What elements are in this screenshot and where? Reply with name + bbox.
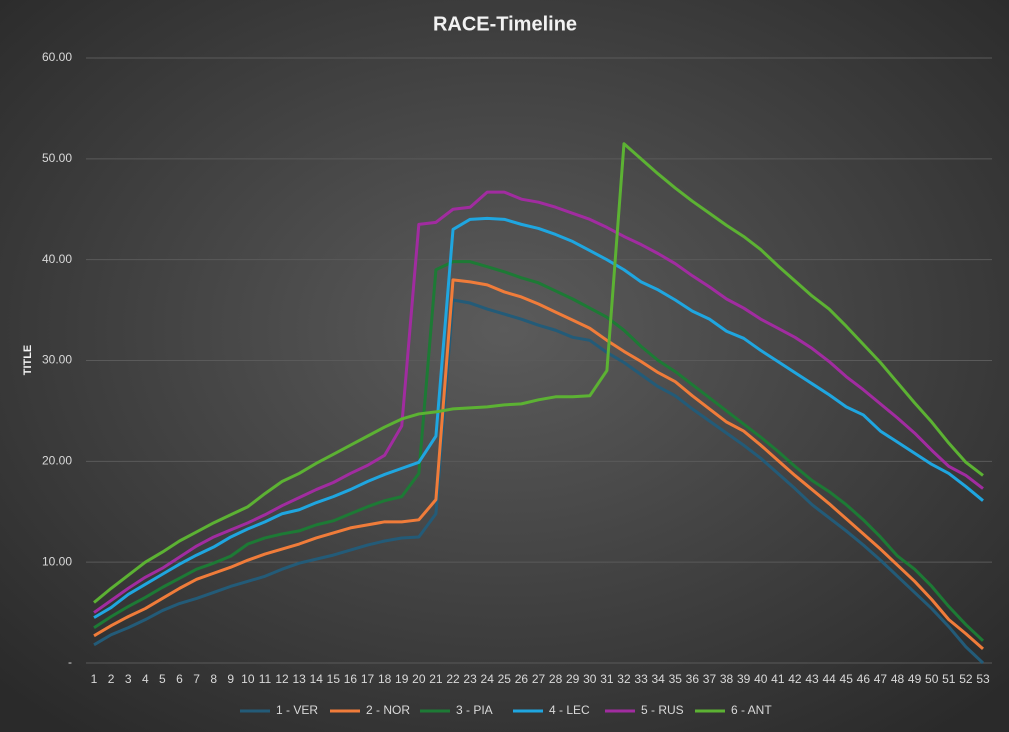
x-tick-label: 34 [651,672,665,686]
x-tick-label: 22 [446,672,460,686]
x-tick-label: 15 [327,672,341,686]
line-series [93,278,984,651]
x-tick-label: 36 [686,672,700,686]
x-tick-label: 35 [669,672,683,686]
x-tick-label: 19 [395,672,409,686]
x-tick-label: 4 [142,672,149,686]
line-series [93,216,984,619]
x-tick-label: 52 [959,672,973,686]
x-tick-label: 31 [600,672,614,686]
y-tick-label: 10.00 [42,554,72,568]
x-tick-label: 37 [703,672,717,686]
y-tick-label: 20.00 [42,454,72,468]
legend-label: 5 - RUS [641,703,684,717]
legend-label: 2 - NOR [366,703,410,717]
x-tick-label: 29 [566,672,580,686]
x-tick-label: 18 [378,672,392,686]
x-tick-label: 53 [976,672,990,686]
chart-title: RACE-Timeline [433,13,577,35]
x-tick-label: 17 [361,672,375,686]
legend-label: 1 - VER [276,703,318,717]
x-tick-label: 50 [925,672,939,686]
y-axis-label: TITLE [22,345,34,376]
x-tick-label: 43 [805,672,819,686]
x-tick-label: 20 [412,672,426,686]
x-tick-label: 21 [429,672,443,686]
x-tick-label: 12 [275,672,289,686]
x-tick-label: 13 [292,672,306,686]
x-tick-label: 28 [549,672,563,686]
line-series [93,190,984,614]
x-tick-label: 39 [737,672,751,686]
x-tick-label: 27 [532,672,546,686]
x-tick-label: 14 [310,672,324,686]
line-series [93,142,984,604]
x-tick-label: 2 [108,672,115,686]
x-tick-label: 45 [840,672,854,686]
y-tick-label: 40.00 [42,252,72,266]
x-tick-label: 11 [259,672,272,686]
x-tick-label: 26 [515,672,529,686]
x-tick-label: 23 [463,672,477,686]
x-tick-label: 25 [498,672,512,686]
x-tick-label: 46 [857,672,871,686]
x-tick-label: 42 [788,672,802,686]
x-tick-label: 40 [754,672,768,686]
line-series [93,260,985,642]
x-tick-label: 33 [634,672,648,686]
line-series [93,298,985,665]
x-tick-label: 41 [771,672,785,686]
x-tick-label: 49 [908,672,922,686]
legend-label: 6 - ANT [731,703,772,717]
x-tick-label: 1 [91,672,98,686]
x-tick-label: 51 [942,672,956,686]
x-tick-label: 8 [210,672,217,686]
x-tick-label: 47 [874,672,888,686]
y-tick-label: - [68,655,72,669]
legend-label: 3 - PIA [456,703,493,717]
y-tick-label: 30.00 [42,353,72,367]
x-tick-label: 24 [481,672,495,686]
x-tick-label: 6 [176,672,183,686]
x-tick-label: 5 [159,672,166,686]
x-tick-label: 48 [891,672,905,686]
x-tick-label: 9 [227,672,234,686]
x-tick-label: 3 [125,672,132,686]
x-tick-label: 30 [583,672,597,686]
x-tick-label: 32 [617,672,631,686]
x-tick-label: 16 [344,672,358,686]
y-tick-label: 60.00 [42,50,72,64]
x-tick-label: 44 [822,672,836,686]
x-tick-label: 10 [241,672,255,686]
y-tick-label: 50.00 [42,151,72,165]
legend-label: 4 - LEC [549,703,590,717]
x-tick-label: 7 [193,672,200,686]
x-tick-label: 38 [720,672,734,686]
